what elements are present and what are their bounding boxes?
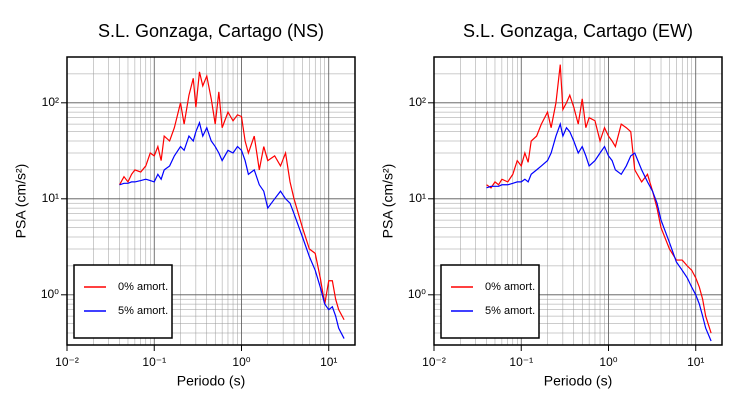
legend-label: 5% amort. [485,305,535,317]
y-tick-label: 10² [409,95,426,109]
x-tick-label: 10⁻¹ [142,355,166,369]
x-axis-label: Periodo (s) [544,373,612,389]
legend-label: 0% amort. [485,281,535,293]
y-axis-label: PSA (cm/s²) [380,164,396,239]
x-tick-label: 10⁰ [232,355,250,369]
legend-box [73,264,173,339]
x-tick-label: 10⁻¹ [509,355,533,369]
y-tick-label: 10⁰ [408,287,426,301]
y-tick-label: 10¹ [409,191,426,205]
chart-title: S.L. Gonzaga, Cartago (EW) [463,21,693,41]
y-tick-label: 10² [42,95,59,109]
plot-frame [433,56,723,346]
x-tick-label: 10¹ [687,355,704,369]
legend-box [440,264,540,339]
legend-label: 5% amort. [118,305,168,317]
plot-frame [66,56,356,346]
series-line [486,121,712,342]
chart-title: S.L. Gonzaga, Cartago (NS) [98,21,324,41]
y-axis-label: PSA (cm/s²) [13,164,29,239]
series-line [119,71,345,321]
x-axis-label: Periodo (s) [177,373,245,389]
x-tick-label: 10⁻² [422,355,446,369]
y-tick-label: 10¹ [42,191,59,205]
legend-label: 0% amort. [118,281,168,293]
x-tick-label: 10⁻² [55,355,79,369]
series-line [119,120,345,339]
x-tick-label: 10¹ [320,355,337,369]
y-tick-label: 10⁰ [41,287,59,301]
x-tick-label: 10⁰ [599,355,617,369]
